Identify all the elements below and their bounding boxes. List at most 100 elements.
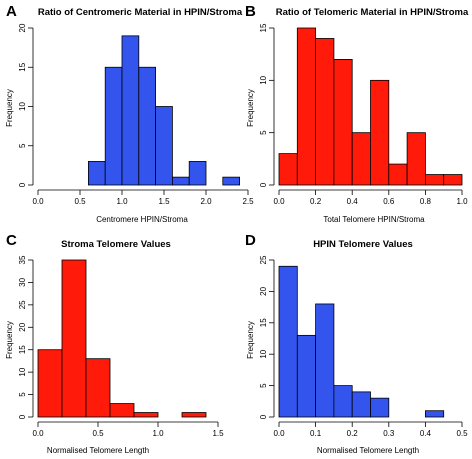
panel-b-ylabel: Frequency (246, 89, 255, 127)
panel-c-x-tick-label-3: 1.5 (212, 429, 224, 438)
panel-b-axes: 0.0 0.2 0.4 0.6 0.8 1.0 0 5 10 15 (259, 23, 468, 206)
panel-b-bar-7 (406, 132, 426, 186)
panel-a-x-tick-label-1: 0.5 (74, 197, 86, 206)
panel-c-y-tick-label-5: 25 (18, 300, 27, 309)
panel-c-y-tick-label-3: 15 (18, 345, 27, 354)
panel-d-x-tick-label-5: 0.5 (456, 429, 468, 438)
panel-d-x-tick-label-3: 0.3 (383, 429, 395, 438)
panel-b-bar-3 (333, 59, 353, 186)
panel-a-y-tick-label-2: 10 (18, 102, 27, 111)
panel-c-x-tick-label-1: 0.5 (92, 429, 104, 438)
panel-c-y-tick-label-0: 0 (18, 414, 27, 419)
panel-d-xlabel: Normalised Telomere Length (317, 446, 419, 455)
panel-a-bar-5 (171, 176, 190, 186)
panel-b-title: Ratio of Telomeric Material in HPIN/Stro… (276, 7, 469, 18)
panel-c-y-tick-label-6: 30 (18, 277, 27, 286)
panel-a-axes: 0.0 0.5 1.0 1.5 2.0 2.5 0 5 10 15 20 (18, 23, 254, 206)
panel-a-bar-1 (104, 66, 123, 186)
panel-d-bar-5 (370, 397, 390, 418)
panel-d-x-tick-label-0: 0.0 (273, 429, 285, 438)
panel-b: B Ratio of Telomeric Material in HPIN/St… (245, 3, 469, 224)
panel-d-y-tick-label-3: 15 (259, 318, 268, 327)
panel-c-x-tick-label-0: 0.0 (32, 429, 44, 438)
panel-letter-a: A (6, 3, 17, 20)
panel-c: C Stroma Telomere Values Normalised Telo… (5, 232, 224, 455)
panel-d-axes: 0.0 0.1 0.2 0.3 0.4 0.5 0 5 10 15 20 25 (259, 255, 468, 438)
panel-c-y-tick-label-1: 5 (18, 392, 27, 397)
panel-a-y-tick-label-1: 5 (18, 143, 27, 148)
panel-c-bar-0 (37, 349, 63, 418)
panel-b-x-tick-label-1: 0.2 (310, 197, 322, 206)
panel-d-bar-4 (351, 391, 371, 418)
panel-c-axes: 0.0 0.5 1.0 1.5 0 5 10 15 20 25 30 35 (18, 255, 224, 438)
panel-a-bar-2 (121, 35, 140, 186)
panel-b-x-tick-label-2: 0.4 (347, 197, 359, 206)
panel-a-y-tick-label-4: 20 (18, 23, 27, 32)
panel-d-y-tick-label-1: 5 (259, 383, 268, 388)
panel-b-x-tick-label-4: 0.8 (420, 197, 432, 206)
panel-a-bar-4 (155, 106, 173, 186)
panel-b-bar-6 (388, 163, 408, 186)
panel-d-x-tick-label-4: 0.4 (420, 429, 432, 438)
panel-c-bar-1 (61, 259, 87, 418)
panel-a-x-tick-label-2: 1.0 (116, 197, 128, 206)
panel-b-x-tick-label-3: 0.6 (383, 197, 395, 206)
panel-a-bar-0 (88, 161, 106, 186)
panel-b-bars (278, 27, 463, 186)
panel-b-y-tick-label-0: 0 (259, 182, 268, 187)
panel-c-x-tick-label-2: 1.0 (152, 429, 164, 438)
panel-d-bars (278, 265, 445, 418)
panel-d-y-tick-label-5: 25 (259, 255, 268, 264)
panel-d-title: HPIN Telomere Values (313, 239, 413, 250)
panel-a: A Ratio of Centromeric Material in HPIN/… (5, 3, 254, 224)
panel-c-bar-4 (133, 412, 159, 418)
panel-c-bar-2 (85, 358, 111, 418)
panel-b-bar-0 (278, 153, 298, 186)
panel-c-title: Stroma Telomere Values (61, 239, 171, 250)
panel-letter-d: D (245, 232, 256, 249)
panel-c-y-tick-label-4: 20 (18, 322, 27, 331)
panel-a-ylabel: Frequency (5, 89, 14, 127)
panel-b-y-tick-label-3: 15 (259, 23, 268, 32)
panel-b-bar-5 (370, 79, 390, 186)
panel-b-bar-4 (351, 132, 371, 186)
panel-d-x-tick-label-2: 0.2 (347, 429, 359, 438)
panel-d-bar-2 (315, 303, 335, 418)
panel-c-y-tick-label-2: 10 (18, 367, 27, 376)
panel-a-xlabel: Centromere HPIN/Stroma (96, 215, 188, 224)
panel-b-bar-8 (424, 174, 445, 186)
panel-b-y-tick-label-1: 5 (259, 130, 268, 135)
panel-a-bar-8 (222, 176, 241, 186)
panel-a-x-tick-label-3: 1.5 (158, 197, 170, 206)
panel-a-bar-3 (138, 66, 157, 186)
panel-d: D HPIN Telomere Values Normalised Telome… (245, 232, 468, 455)
panel-a-x-tick-label-4: 2.0 (200, 197, 212, 206)
panel-c-y-tick-label-7: 35 (18, 255, 27, 264)
panel-c-bar-3 (109, 403, 135, 418)
panel-b-xlabel: Total Telomere HPIN/Stroma (323, 215, 425, 224)
panel-b-bar-2 (315, 38, 335, 186)
panel-d-bar-8 (424, 410, 445, 418)
panel-d-bar-0 (278, 265, 298, 418)
panel-b-x-tick-label-5: 1.0 (456, 197, 468, 206)
panel-d-x-tick-label-1: 0.1 (310, 429, 322, 438)
panel-c-xlabel: Normalised Telomere Length (47, 446, 149, 455)
panel-d-y-tick-label-0: 0 (259, 414, 268, 419)
panel-a-x-tick-label-0: 0.0 (32, 197, 44, 206)
panel-a-title: Ratio of Centromeric Material in HPIN/St… (38, 7, 243, 18)
panel-d-bar-3 (333, 385, 353, 418)
panel-c-bars (37, 259, 207, 418)
panel-d-bar-1 (296, 334, 316, 418)
panel-b-bar-9 (443, 174, 463, 186)
panel-b-bar-1 (296, 27, 316, 186)
panel-letter-b: B (245, 3, 256, 20)
panel-a-bars (88, 35, 241, 186)
panel-a-y-tick-label-3: 15 (18, 62, 27, 71)
panel-b-y-tick-label-2: 10 (259, 75, 268, 84)
panel-a-bar-6 (188, 161, 207, 186)
panel-d-y-tick-label-4: 20 (259, 286, 268, 295)
panel-a-y-tick-label-0: 0 (18, 182, 27, 187)
panel-c-ylabel: Frequency (5, 321, 14, 359)
panel-d-ylabel: Frequency (246, 321, 255, 359)
